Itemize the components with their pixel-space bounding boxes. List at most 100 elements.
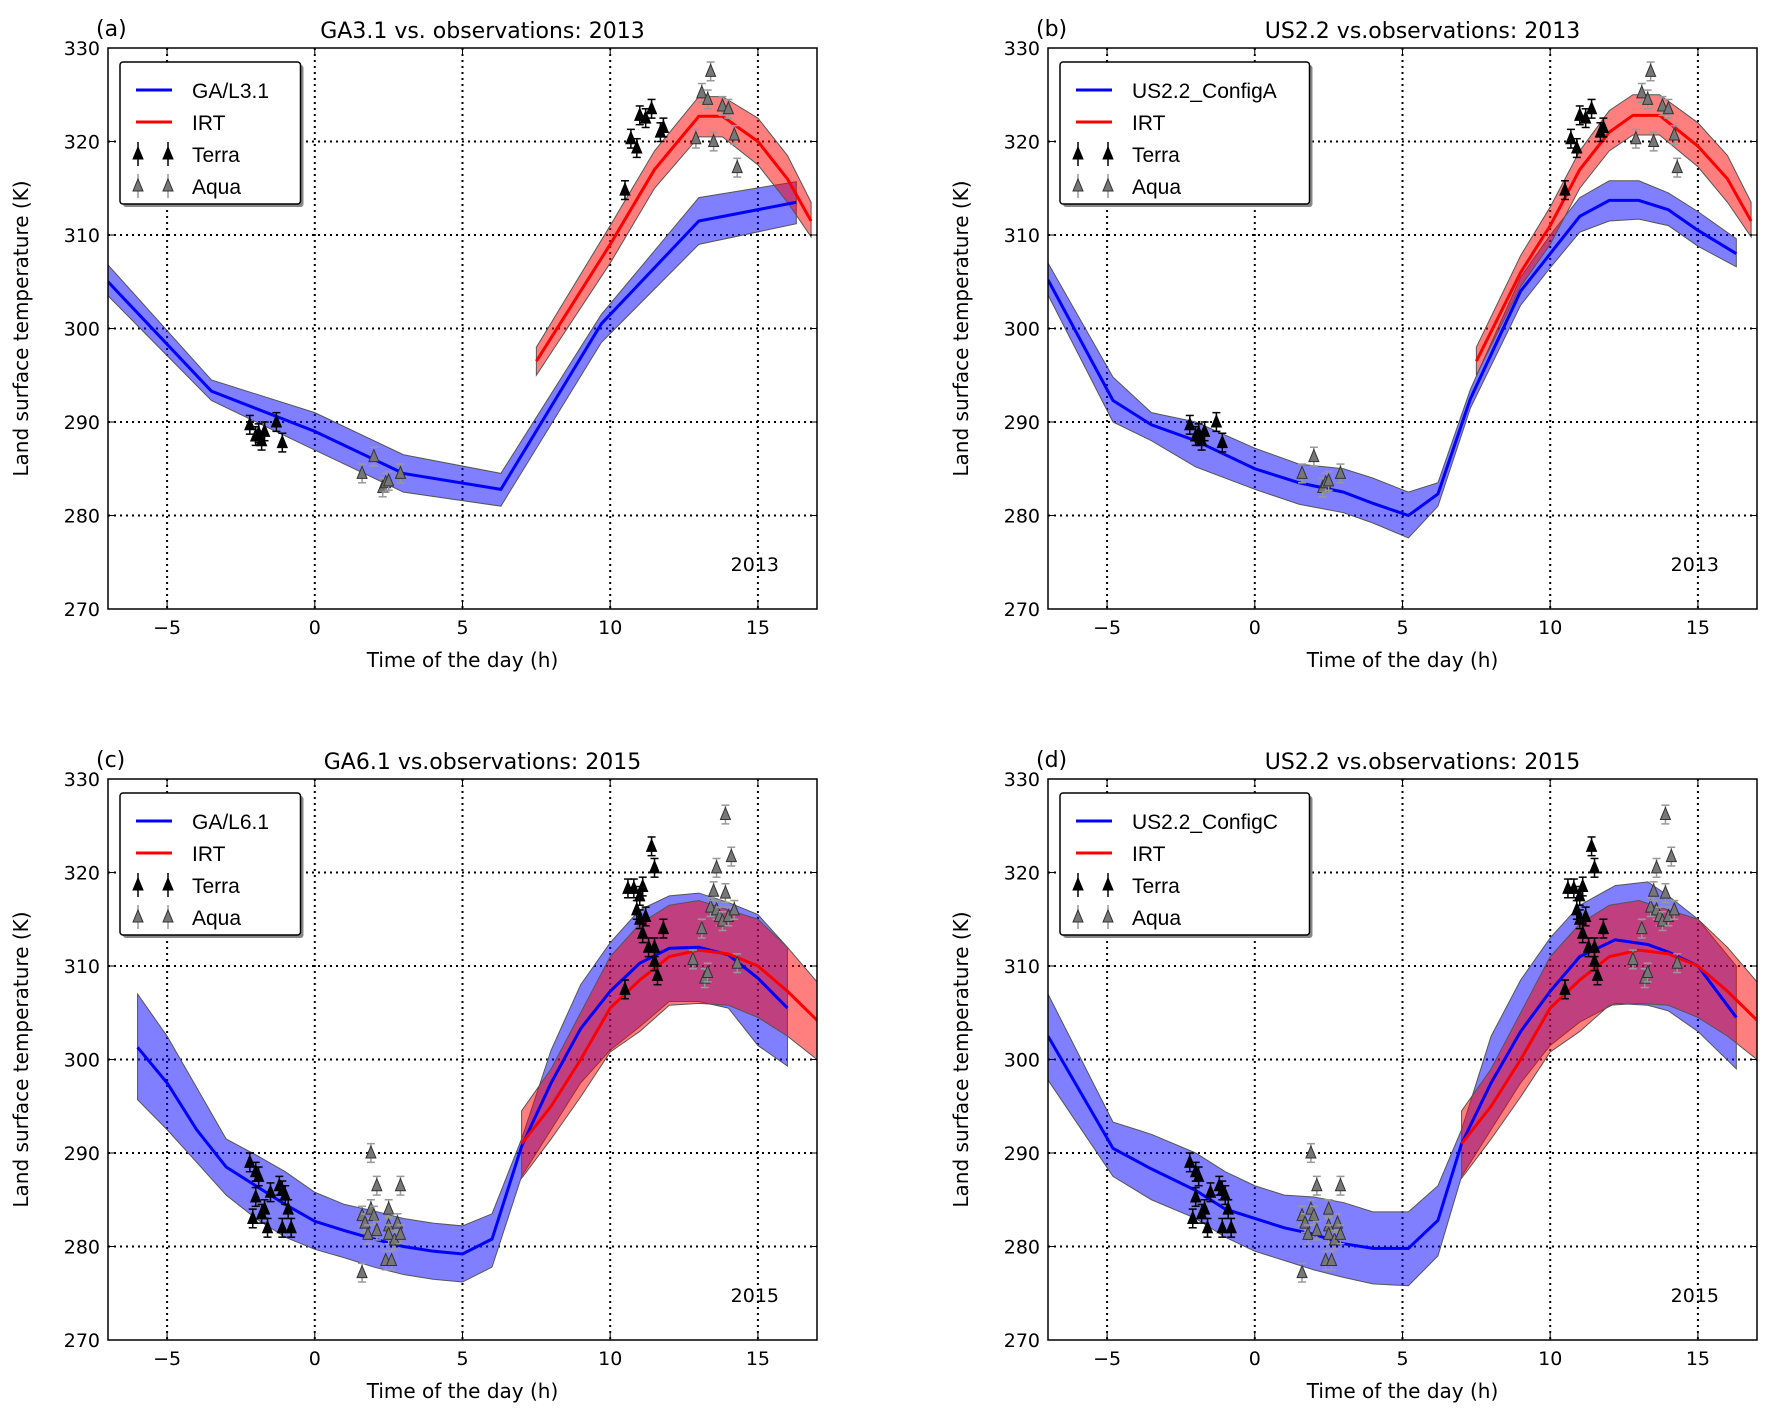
terra-observation [285, 1217, 297, 1238]
plot-area [136, 804, 817, 1283]
terra-observation [1579, 906, 1592, 927]
terra-observation [1576, 876, 1589, 897]
y-axis-label: Land surface temperature (K) [949, 180, 973, 476]
terra-marker [1574, 107, 1586, 121]
y-tick-label: 280 [1004, 506, 1040, 528]
irt-uncertainty-band [1475, 94, 1752, 376]
terra-marker [1585, 838, 1598, 852]
aqua-observation [1334, 1224, 1347, 1245]
y-tick-label: 320 [64, 132, 100, 154]
aqua-observation [1662, 906, 1675, 927]
terra-marker [282, 1200, 294, 1215]
aqua-observation [1650, 857, 1663, 878]
x-tick-label: 5 [1396, 617, 1408, 639]
aqua-marker [728, 901, 741, 916]
aqua-observation [382, 470, 395, 492]
aqua-observation [719, 804, 732, 825]
y-tick-label: 330 [64, 769, 100, 791]
aqua-marker [696, 920, 708, 935]
aqua-marker [722, 908, 735, 922]
aqua-marker [1641, 964, 1654, 979]
irt-line [535, 114, 813, 363]
legend-label: IRT [1132, 843, 1166, 866]
aqua-observation [1630, 128, 1642, 149]
terra-observation [636, 923, 649, 944]
terra-observation [1210, 411, 1223, 433]
aqua-marker [1296, 1264, 1308, 1279]
model-line [108, 200, 797, 491]
aqua-marker [690, 130, 702, 145]
subplot-c: −5 0 5 10 15 270 280 290 300 310 320 330 Time of the… [9, 748, 818, 1403]
aqua-observation [1334, 463, 1347, 484]
aqua-observation [371, 1220, 383, 1241]
irt-uncertainty-band [521, 900, 817, 1180]
terra-marker [1576, 924, 1589, 939]
terra-observation [639, 906, 652, 927]
aqua-observation [1627, 949, 1639, 970]
terra-marker [1591, 967, 1604, 981]
x-tick-label: 0 [1249, 1348, 1261, 1370]
aqua-marker [382, 472, 395, 487]
terra-observation [1579, 108, 1592, 129]
legend-label: GA/L3.1 [192, 80, 269, 103]
aqua-marker [701, 91, 714, 105]
year-annotation: 2013 [1671, 554, 1719, 576]
aqua-observation [1636, 918, 1648, 939]
subplot-b: −5 0 5 10 15 270 280 290 300 310 320 330 Time of the… [949, 17, 1758, 672]
subplot-title: GA3.1 vs. observations: 2013 [320, 19, 645, 44]
terra-marker [1222, 1200, 1234, 1215]
y-tick-label: 320 [64, 863, 100, 885]
legend-marker [1102, 908, 1114, 923]
aqua-marker [719, 806, 732, 821]
y-tick-label: 280 [64, 506, 100, 528]
terra-observation [619, 979, 631, 1000]
model-uncertainty-band [108, 181, 797, 507]
terra-marker [1576, 878, 1589, 893]
legend: GA/L6.1 IRT Terra Aqua [119, 792, 304, 938]
aqua-marker [704, 63, 717, 77]
aqua-observation [371, 1175, 383, 1196]
legend-marker [162, 908, 174, 923]
aqua-marker [728, 126, 741, 141]
x-tick-label: 10 [598, 1348, 622, 1370]
aqua-observation [722, 98, 735, 119]
terra-marker [276, 434, 289, 449]
terra-observation [279, 1184, 291, 1206]
legend: US2.2_ConfigA IRT Terra Aqua [1059, 61, 1313, 207]
legend-marker [1072, 876, 1084, 891]
aqua-observation [716, 911, 729, 932]
aqua-marker [707, 133, 720, 147]
x-tick-label: −5 [153, 617, 181, 639]
subplot-title: GA6.1 vs.observations: 2015 [324, 750, 642, 775]
y-tick-label: 300 [1004, 1050, 1040, 1072]
legend-label: Terra [1132, 144, 1180, 167]
legend-label: GA/L6.1 [192, 811, 269, 834]
terra-observation [1585, 98, 1598, 119]
aqua-observation [725, 846, 738, 867]
y-axis-label: Land surface temperature (K) [9, 911, 33, 1207]
aqua-marker [1668, 126, 1681, 141]
aqua-observation [1325, 1250, 1338, 1271]
y-tick-label: 300 [64, 319, 100, 341]
terra-marker [657, 119, 670, 133]
y-tick-label: 290 [1004, 1143, 1040, 1165]
terra-marker [1216, 1219, 1229, 1234]
terra-observation [1201, 1217, 1214, 1238]
aqua-observation [1647, 131, 1660, 152]
year-annotation: 2013 [731, 554, 779, 576]
terra-marker [249, 1188, 262, 1203]
aqua-observation [1322, 470, 1335, 492]
y-tick-label: 270 [1004, 599, 1040, 621]
terra-marker [1189, 1188, 1202, 1203]
aqua-observation [368, 446, 380, 467]
aqua-observation [1305, 1142, 1317, 1164]
terra-observation [1184, 1152, 1196, 1173]
terra-marker [619, 181, 631, 196]
x-tick-label: −5 [1093, 617, 1121, 639]
terra-observation [1216, 432, 1229, 453]
aqua-observation [385, 1250, 398, 1271]
terra-marker [651, 967, 664, 981]
aqua-marker [394, 1177, 407, 1192]
aqua-marker [716, 97, 729, 112]
terra-marker [252, 1168, 265, 1182]
